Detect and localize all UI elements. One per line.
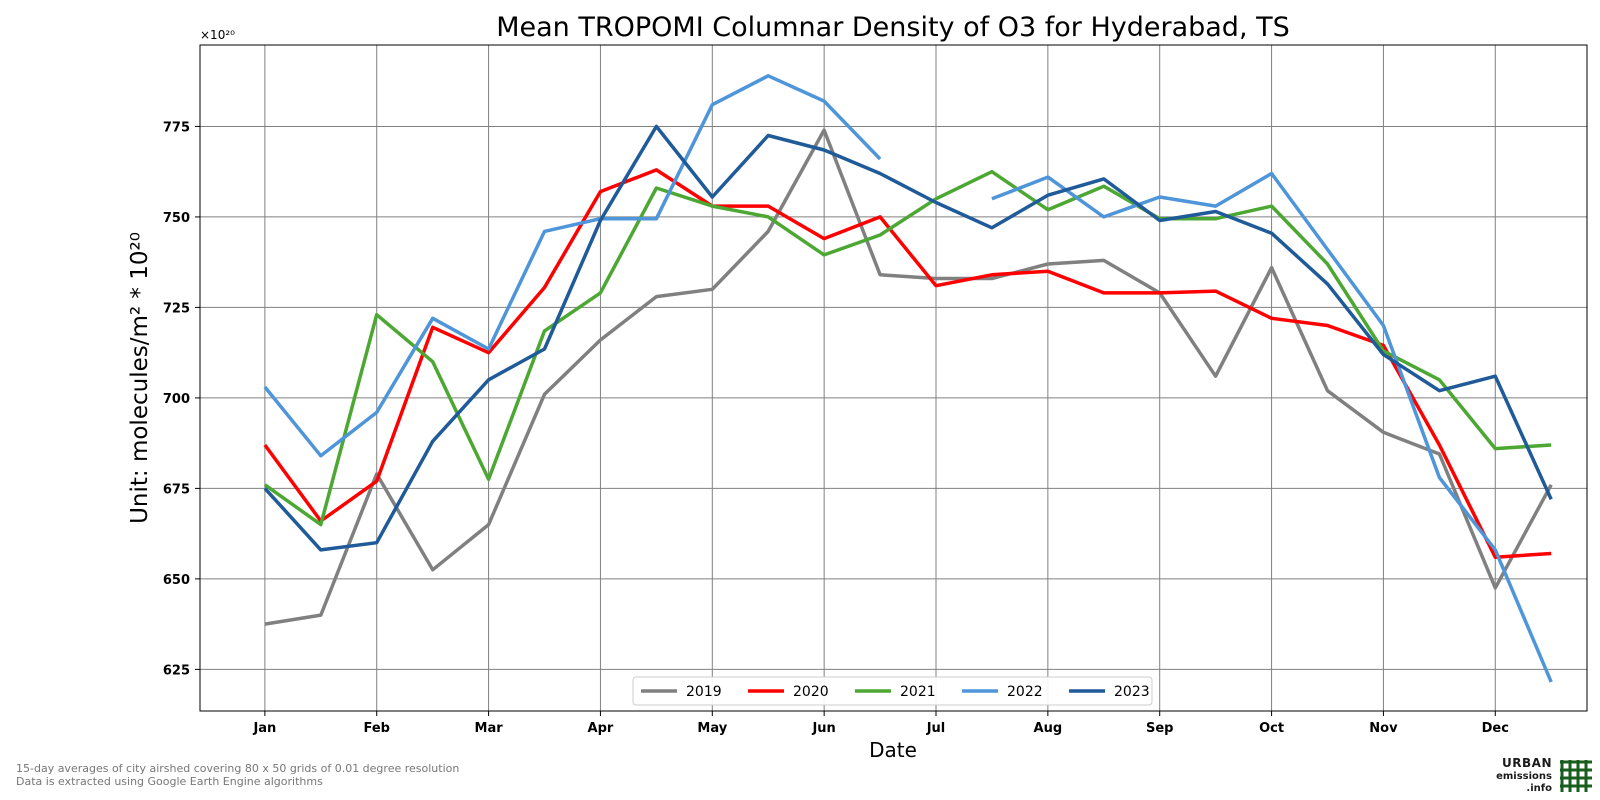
series-line-2021 <box>263 169 1552 527</box>
legend-label-2020: 2020 <box>793 684 829 700</box>
logo-text-urban: URBAN <box>1502 756 1552 770</box>
legend-label-2019: 2019 <box>686 684 722 700</box>
y-tick-label: 700 <box>163 392 190 407</box>
y-tick-label: 750 <box>163 211 190 226</box>
series-lines <box>263 74 1553 683</box>
x-tick-label: Sep <box>1146 721 1174 736</box>
series-line-2019 <box>264 128 1553 626</box>
footnote-line-2: Data is extracted using Google Earth Eng… <box>16 775 323 788</box>
x-tick-label: Jun <box>811 721 835 736</box>
x-tick-label: Dec <box>1482 721 1509 736</box>
footnote-line-1: 15-day averages of city airshed covering… <box>16 762 460 775</box>
x-tick-label: Aug <box>1034 721 1063 736</box>
y-tick-label: 625 <box>163 663 190 678</box>
x-tick-label: Jul <box>926 721 946 736</box>
y-tick-label: 775 <box>163 120 190 135</box>
axis-offset-text: ×10²⁰ <box>200 28 235 42</box>
logo-text-emissions: emissions <box>1496 771 1552 782</box>
series-line-2022 <box>263 74 1553 683</box>
grid-lines <box>200 45 1587 711</box>
series-line-2020 <box>263 168 1552 559</box>
legend: 2019 2020 2021 2022 2023 <box>632 676 1153 706</box>
y-axis-label: Unit: molecules/m² * 10²⁰ <box>127 232 153 524</box>
logo-text-info: .info <box>1526 783 1552 794</box>
y-tick-label: 650 <box>163 573 190 588</box>
logo-grid-icon <box>1560 760 1592 792</box>
urban-emissions-logo: URBAN emissions .info <box>1494 756 1594 796</box>
legend-box <box>632 676 1153 706</box>
legend-label-2021: 2021 <box>900 684 936 700</box>
legend-label-2023: 2023 <box>1114 684 1150 700</box>
axis-ticks: Jan Feb Mar Apr May Jun Jul Aug Sep Oct Nov Dec 625 6… <box>163 120 1509 736</box>
x-axis-label: Date <box>869 738 917 762</box>
plot-frame <box>199 44 1588 712</box>
x-tick-label: Oct <box>1259 721 1284 736</box>
series-line-2023 <box>263 124 1553 552</box>
legend-label-2022: 2022 <box>1007 684 1043 700</box>
y-tick-label: 675 <box>163 482 190 497</box>
x-tick-label: Jan <box>252 721 276 736</box>
x-tick-label: Nov <box>1369 721 1398 736</box>
x-tick-label: May <box>697 721 727 736</box>
x-tick-label: Mar <box>475 721 504 736</box>
x-tick-label: Feb <box>363 721 389 736</box>
y-tick-label: 725 <box>163 301 190 316</box>
x-tick-label: Apr <box>588 721 614 736</box>
chart-title: Mean TROPOMI Columnar Density of O3 for … <box>496 12 1290 43</box>
